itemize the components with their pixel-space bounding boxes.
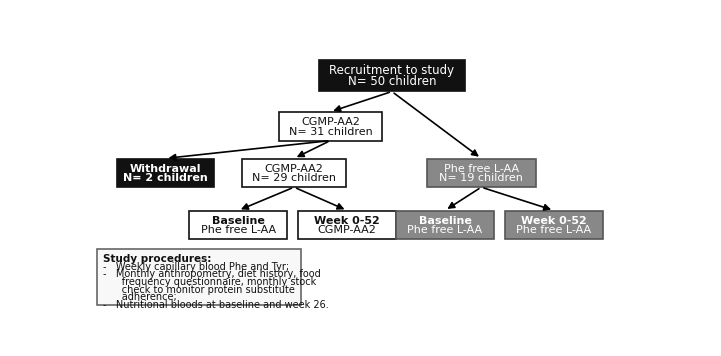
FancyBboxPatch shape (396, 211, 494, 239)
Text: -   Monthly anthropometry, diet history, food: - Monthly anthropometry, diet history, f… (102, 269, 320, 279)
FancyBboxPatch shape (190, 211, 287, 239)
Text: N= 50 children: N= 50 children (348, 75, 436, 88)
FancyBboxPatch shape (505, 211, 603, 239)
Text: Withdrawal: Withdrawal (130, 164, 201, 174)
Text: CGMP-AA2: CGMP-AA2 (318, 225, 376, 235)
FancyBboxPatch shape (97, 249, 301, 305)
FancyBboxPatch shape (279, 112, 382, 141)
FancyBboxPatch shape (242, 158, 346, 187)
Text: CGMP-AA2: CGMP-AA2 (301, 117, 360, 127)
Text: CGMP-AA2: CGMP-AA2 (265, 164, 324, 174)
Text: Phe free L-AA: Phe free L-AA (443, 164, 519, 174)
Text: check to monitor protein substitute: check to monitor protein substitute (102, 285, 295, 295)
Text: frequency questionnaire, monthly stock: frequency questionnaire, monthly stock (102, 277, 316, 287)
Text: Study procedures:: Study procedures: (102, 254, 211, 264)
Text: N= 29 children: N= 29 children (252, 173, 336, 183)
FancyBboxPatch shape (117, 158, 214, 187)
FancyBboxPatch shape (319, 60, 464, 91)
Text: Phe free L-AA: Phe free L-AA (516, 225, 591, 235)
Text: -   Weekly capillary blood Phe and Tyr;: - Weekly capillary blood Phe and Tyr; (102, 262, 289, 272)
Text: Baseline: Baseline (212, 216, 265, 226)
Text: N= 31 children: N= 31 children (288, 126, 372, 136)
FancyBboxPatch shape (427, 158, 536, 187)
Text: Recruitment to study: Recruitment to study (329, 64, 454, 77)
Text: Phe free L-AA: Phe free L-AA (407, 225, 482, 235)
Text: adherence;: adherence; (102, 292, 177, 302)
Text: Week 0-52: Week 0-52 (521, 216, 587, 226)
Text: N= 19 children: N= 19 children (439, 173, 523, 183)
Text: Week 0-52: Week 0-52 (314, 216, 380, 226)
FancyBboxPatch shape (298, 211, 396, 239)
Text: N= 2 children: N= 2 children (123, 173, 208, 183)
Text: -   Nutritional bloods at baseline and week 26.: - Nutritional bloods at baseline and wee… (102, 300, 329, 310)
Text: Phe free L-AA: Phe free L-AA (200, 225, 275, 235)
Text: Baseline: Baseline (418, 216, 472, 226)
